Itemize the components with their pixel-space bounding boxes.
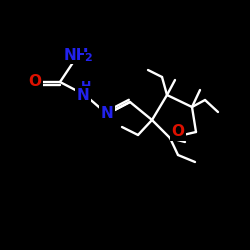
- Text: 2: 2: [84, 53, 92, 63]
- Text: O: O: [172, 124, 184, 140]
- Text: H: H: [81, 80, 91, 94]
- Text: N: N: [100, 106, 114, 122]
- Text: N: N: [76, 88, 90, 102]
- Text: NH: NH: [63, 48, 89, 62]
- Text: O: O: [28, 74, 42, 90]
